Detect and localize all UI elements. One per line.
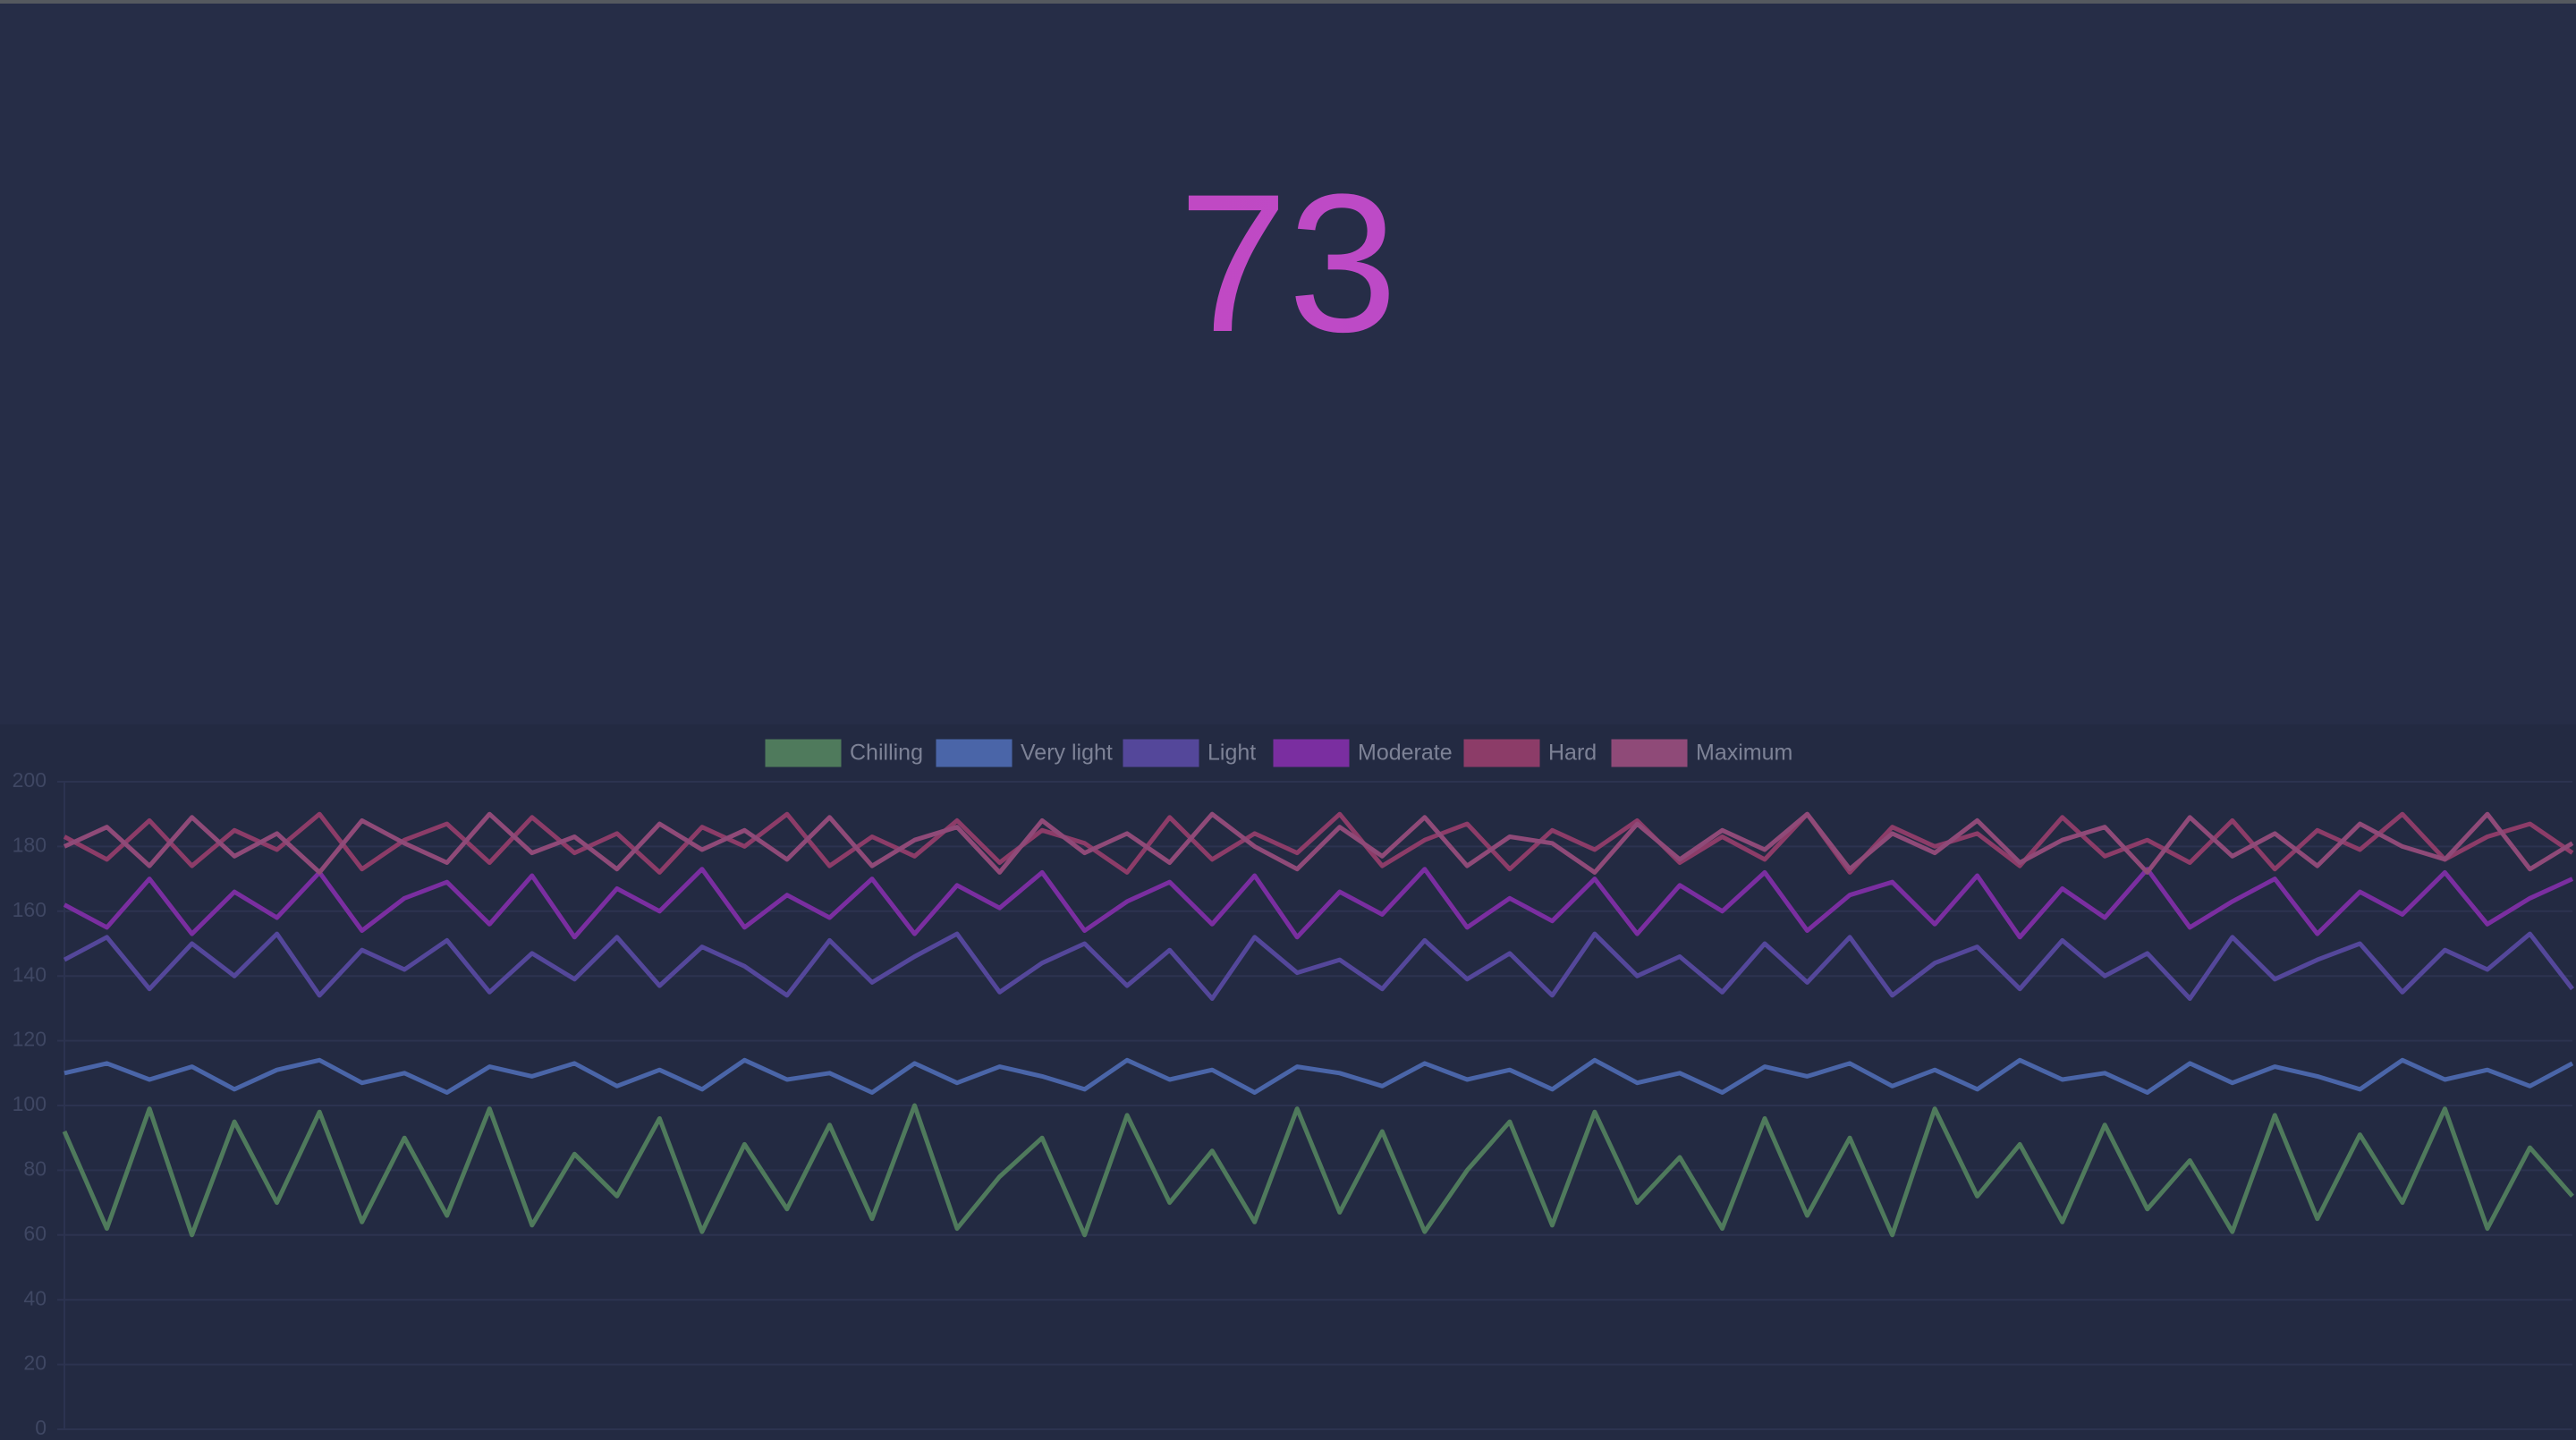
y-tick-label: 100 — [13, 1092, 47, 1115]
series-line — [63, 867, 2574, 940]
legend-swatch — [1463, 739, 1540, 767]
y-tick-label: 120 — [13, 1028, 47, 1051]
legend-label: Very light — [1021, 741, 1113, 766]
legend-label: Moderate — [1358, 741, 1453, 766]
header-panel: 73 — [0, 0, 2576, 370]
series-line — [64, 1057, 2574, 1095]
legend-swatch — [1273, 739, 1350, 767]
legend-label: Chilling — [850, 741, 923, 766]
y-tick-label: 180 — [13, 833, 47, 856]
legend-label: Light — [1208, 741, 1256, 766]
y-tick-label: 40 — [23, 1286, 47, 1309]
y-tick-label: 60 — [23, 1222, 47, 1245]
series-line — [62, 1103, 2574, 1238]
legend-label: Maximum — [1696, 741, 1792, 766]
y-tick-label: 140 — [13, 962, 47, 986]
y-tick-label: 160 — [13, 898, 47, 921]
y-tick-label: 80 — [23, 1156, 47, 1180]
legend-swatch — [936, 739, 1013, 767]
heart-rate-value: 73 — [0, 156, 2576, 370]
series-line — [63, 931, 2574, 1001]
y-tick-label: 0 — [35, 1416, 47, 1439]
legend-swatch — [765, 739, 842, 767]
y-tick-label: 20 — [23, 1351, 47, 1375]
series-line — [63, 811, 2574, 875]
legend-swatch — [1611, 739, 1688, 767]
chart: 0 20 40 60 80 100 120 140 160 180 200 Chilling Very … — [0, 724, 2576, 1440]
series-line — [63, 811, 2574, 875]
y-tick-label: 200 — [13, 768, 47, 792]
legend-label: Hard — [1548, 741, 1597, 766]
legend-swatch — [1123, 739, 1199, 767]
